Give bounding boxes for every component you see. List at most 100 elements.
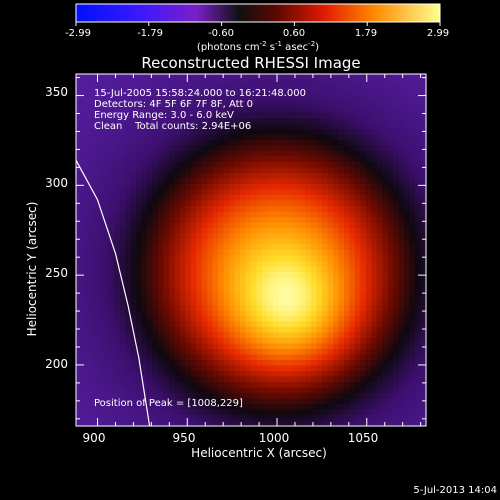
heatmap-cell [365, 327, 372, 334]
heatmap-cell [365, 338, 372, 345]
heatmap-cell [81, 387, 88, 394]
heatmap-cell [179, 376, 186, 383]
heatmap-cell [212, 112, 219, 119]
heatmap-cell [223, 162, 230, 169]
heatmap-cell [415, 288, 422, 295]
heatmap-cell [158, 310, 165, 317]
heatmap-cell [240, 162, 247, 169]
heatmap-cell [147, 376, 154, 383]
heatmap-cell [365, 217, 372, 224]
heatmap-cell [371, 288, 378, 295]
heatmap-cell [376, 316, 383, 323]
heatmap-cell [212, 261, 219, 268]
heatmap-cell [300, 195, 307, 202]
heatmap-cell [251, 420, 258, 427]
heatmap-cell [289, 250, 296, 257]
heatmap-cell [398, 178, 405, 185]
heatmap-cell [136, 134, 143, 141]
heatmap-cell [152, 316, 159, 323]
heatmap-cell [136, 178, 143, 185]
heatmap-cell [185, 354, 192, 361]
heatmap-cell [409, 228, 416, 235]
heatmap-cell [387, 327, 394, 334]
heatmap-cell [294, 398, 301, 405]
heatmap-cell [272, 195, 279, 202]
heatmap-cell [261, 327, 269, 334]
heatmap-cell [218, 222, 225, 229]
heatmap-cell [327, 327, 334, 334]
heatmap-cell [404, 140, 411, 147]
heatmap-cell [267, 299, 274, 306]
heatmap-cell [158, 123, 165, 130]
heatmap-cell [283, 277, 290, 284]
heatmap-cell [251, 404, 258, 411]
heatmap-cell [360, 376, 367, 383]
heatmap-cell [130, 129, 137, 136]
heatmap-cell [179, 393, 186, 400]
heatmap-cell [311, 299, 318, 306]
heatmap-cell [147, 321, 154, 328]
heatmap-cell [349, 376, 356, 383]
heatmap-cell [97, 283, 104, 290]
heatmap-cell [229, 316, 236, 323]
heatmap-cell [322, 277, 329, 284]
heatmap-cell [223, 327, 230, 334]
heatmap-cell [245, 233, 252, 240]
heatmap-cell [420, 162, 427, 169]
heatmap-cell [300, 398, 307, 405]
heatmap-cell [218, 387, 225, 394]
heatmap-cell [322, 123, 329, 130]
heatmap-cell [163, 112, 170, 119]
heatmap-cell [108, 189, 115, 196]
heatmap-cell [212, 288, 219, 295]
heatmap-cell [136, 195, 143, 202]
heatmap-cell [256, 277, 263, 284]
heatmap-cell [125, 74, 132, 81]
heatmap-cell [125, 321, 132, 328]
heatmap-cell [81, 393, 88, 400]
heatmap-cell [212, 211, 219, 218]
heatmap-cell [103, 90, 110, 97]
heatmap-cell [207, 255, 214, 262]
heatmap-cell [311, 200, 318, 207]
unit-part: asec [282, 42, 309, 53]
heatmap-cell [223, 195, 230, 202]
heatmap-cell [196, 349, 203, 356]
heatmap-cell [382, 343, 389, 350]
heatmap-cell [354, 178, 361, 185]
heatmap-cell [141, 415, 148, 422]
heatmap-cell [125, 415, 132, 422]
heatmap-cell [393, 222, 400, 229]
heatmap-cell [97, 244, 104, 251]
heatmap-cell [136, 140, 143, 147]
heatmap-cell [338, 233, 345, 240]
heatmap-cell [316, 250, 323, 257]
heatmap-cell [267, 222, 274, 229]
heatmap-cell [130, 211, 137, 218]
heatmap-cell [371, 255, 378, 262]
heatmap-cell [168, 343, 176, 350]
heatmap-cell [278, 96, 285, 103]
heatmap-cell [125, 277, 132, 284]
heatmap-cell [272, 360, 279, 367]
heatmap-cell [190, 134, 197, 141]
heatmap-cell [114, 360, 121, 367]
heatmap-cell [136, 365, 143, 372]
heatmap-cell [322, 140, 329, 147]
heatmap-cell [97, 266, 104, 273]
heatmap-cell [360, 156, 367, 163]
heatmap-cell [294, 85, 301, 92]
heatmap-cell [76, 316, 83, 323]
heatmap-cell [174, 404, 181, 411]
heatmap-cell [86, 354, 94, 361]
heatmap-cell [278, 371, 285, 378]
heatmap-cell [387, 299, 394, 306]
heatmap-cell [300, 140, 307, 147]
heatmap-cell [256, 167, 263, 174]
heatmap-cell [141, 398, 148, 405]
heatmap-cell [261, 112, 269, 119]
heatmap-cell [311, 327, 318, 334]
heatmap-cell [136, 200, 143, 207]
heatmap-cell [278, 272, 285, 279]
heatmap-cell [97, 294, 104, 301]
